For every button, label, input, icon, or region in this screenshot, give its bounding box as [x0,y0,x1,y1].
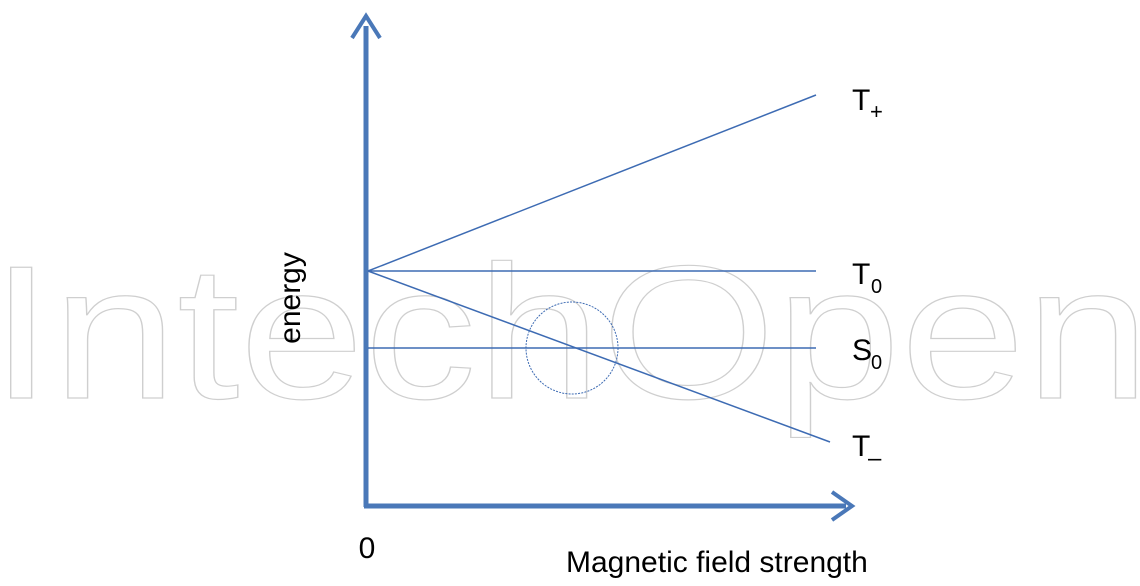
x-axis-arrowhead [830,490,856,522]
watermark-logo: IntechOpen [0,227,1140,439]
t-plus-line [367,94,817,272]
t-plus-label-main: T [852,84,870,117]
t-minus-label: T – [852,430,882,472]
t-minus-label-main: T [852,430,870,463]
y-axis-label: energy [274,252,307,344]
y-axis-arrowhead [350,12,382,40]
t-plus-label: T + [852,84,883,124]
s-zero-label-main: S [852,334,872,367]
origin-label: 0 [359,532,376,565]
t-zero-label: T 0 [852,258,882,298]
x-axis-label: Magnetic field strength [566,546,868,579]
t-plus-label-sub: + [870,99,883,124]
t-zero-label-sub: 0 [871,276,882,298]
t-minus-line [367,270,831,443]
level-crossing-circle [525,301,619,395]
t-zero-label-main: T [852,258,870,291]
s-zero-label: S 0 [852,334,882,374]
s-zero-label-sub: 0 [871,352,882,374]
t-minus-label-sub: – [868,445,882,472]
